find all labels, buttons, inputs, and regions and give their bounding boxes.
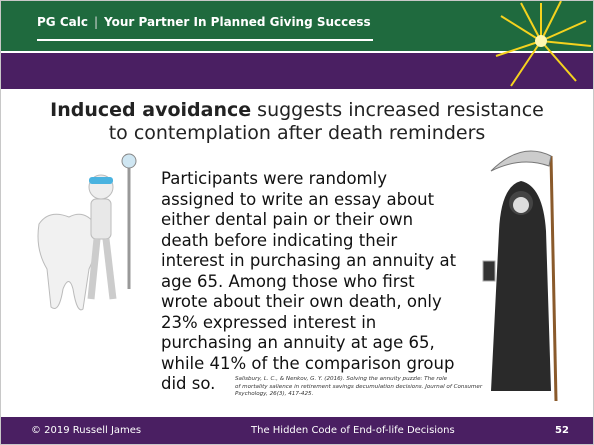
starburst [491, 1, 593, 89]
body-line: interest in purchasing an annuity at [161, 251, 456, 272]
header-underline [37, 39, 373, 41]
separator: | [94, 15, 98, 29]
body-line: wrote about their own death, only [161, 292, 456, 313]
tagline: Your Partner In Planned Giving Success [104, 15, 371, 29]
body-line: while 41% of the comparison group [161, 354, 456, 375]
slide-title: Induced avoidance suggests increased res… [41, 99, 553, 145]
body-line: purchasing an annuity at age 65, [161, 333, 456, 354]
body-line: death before indicating their [161, 231, 456, 252]
citation-line: Salisbury, L. C., & Nenkov, G. Y. (2016)… [235, 376, 482, 384]
citation-line: of mortality salience in retirement savi… [235, 384, 482, 392]
page-number: 52 [555, 425, 569, 436]
footer-center: The Hidden Code of End-of-life Decisions [251, 425, 455, 436]
body-line: Participants were randomly [161, 169, 456, 190]
reaper-illustration [471, 141, 581, 411]
slide: PG Calc | Your Partner In Planned Giving S… [0, 0, 594, 445]
brand: PG Calc [37, 15, 88, 29]
header-text: PG Calc | Your Partner In Planned Giving S… [37, 15, 371, 29]
citation: Salisbury, L. C., & Nenkov, G. Y. (2016)… [235, 376, 482, 399]
body-line: assigned to write an essay about [161, 190, 456, 211]
body-line: either dental pain or their own [161, 210, 456, 231]
body-line: age 65. Among those who first [161, 272, 456, 293]
body-line: 23% expressed interest in [161, 313, 456, 334]
tooth-illustration [29, 149, 159, 319]
title-bold: Induced avoidance [50, 99, 251, 121]
citation-line: Psychology, 26(3), 417-425. [235, 391, 482, 399]
footer-left: © 2019 Russell James [31, 425, 141, 436]
footer-bar: © 2019 Russell James The Hidden Code of … [1, 417, 593, 444]
